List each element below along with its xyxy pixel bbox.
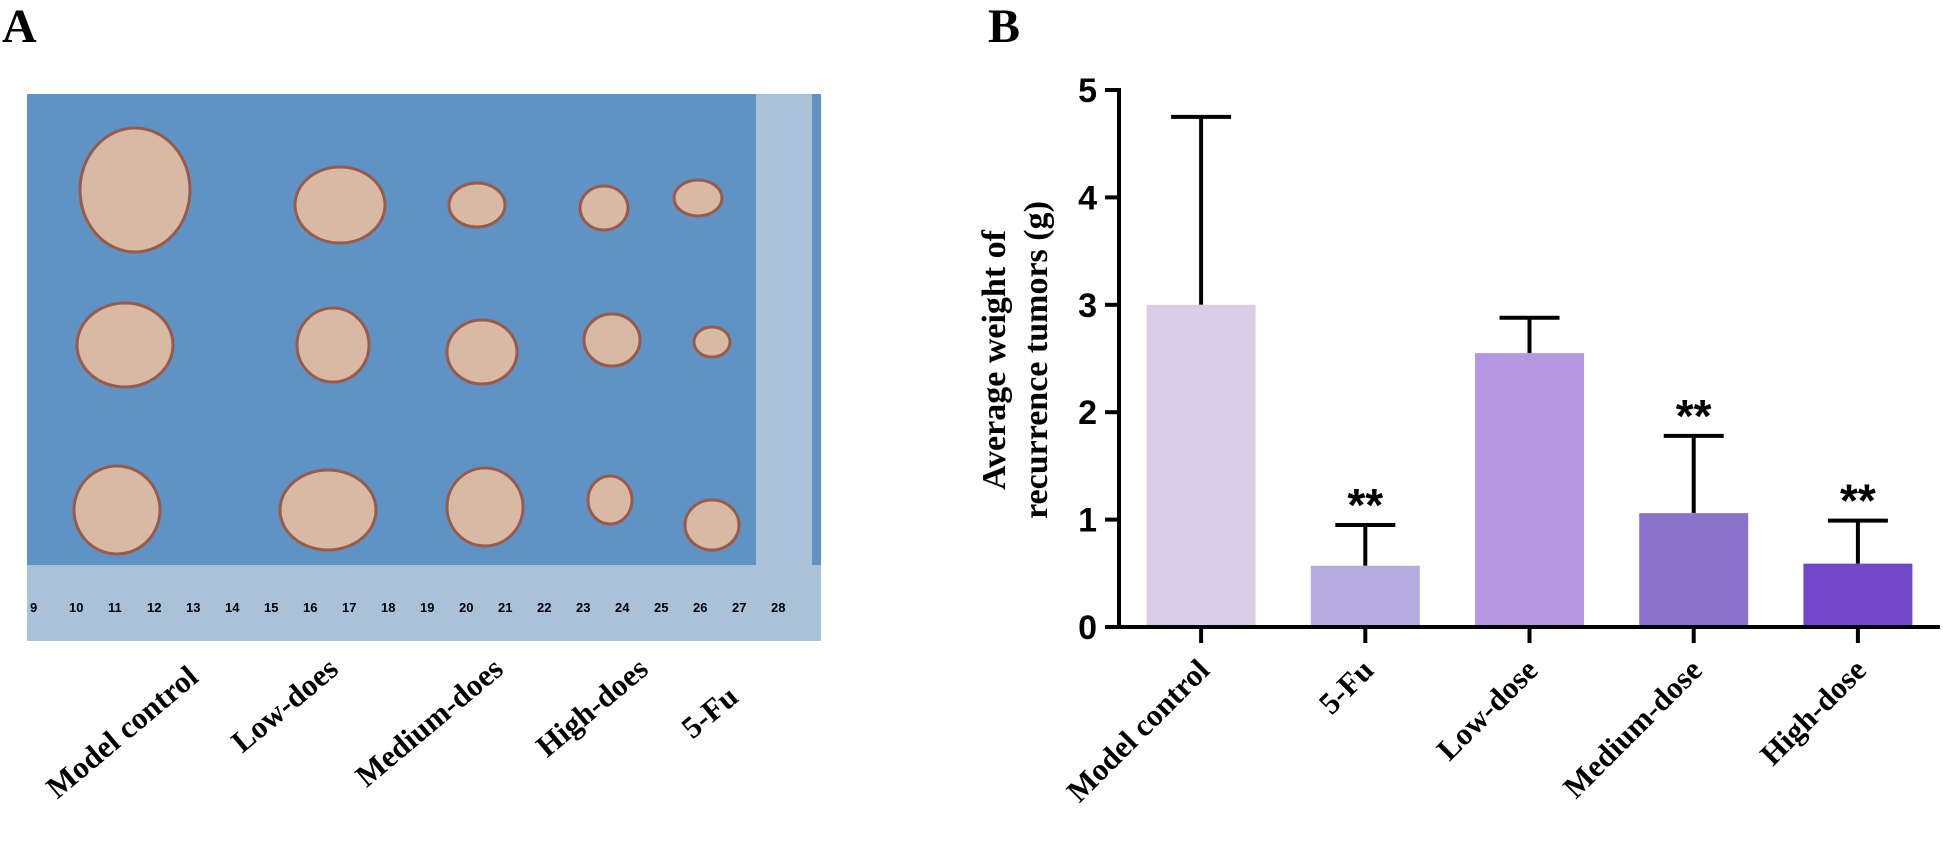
- group-label: Model control: [39, 658, 204, 805]
- ruler-label: 20: [459, 600, 473, 615]
- ruler-label: 9: [30, 600, 37, 615]
- ruler-label: 11: [108, 600, 122, 615]
- y-axis-label: recurrence tumors (g): [1018, 201, 1055, 519]
- ruler-label: 14: [225, 600, 240, 615]
- ruler-label: 17: [342, 600, 356, 615]
- bar: [1475, 353, 1584, 625]
- x-tick-label: Model control: [1060, 652, 1217, 809]
- bar: [1146, 304, 1256, 625]
- bar: [1639, 513, 1749, 625]
- ruler-label: 15: [264, 600, 278, 615]
- x-tick-label: Low-dose: [1430, 652, 1545, 767]
- significance-label: **: [1840, 475, 1876, 527]
- y-tick-label: 1: [1078, 502, 1097, 540]
- x-tick-label: Medium-dose: [1556, 652, 1709, 805]
- significance-label: **: [1676, 390, 1712, 442]
- bar: [1310, 565, 1420, 625]
- ruler-label: 16: [303, 600, 317, 615]
- ruler-label: 23: [576, 600, 590, 615]
- ruler-label: 13: [186, 600, 200, 615]
- ruler-label: 18: [381, 600, 395, 615]
- ruler-label: 12: [147, 600, 161, 615]
- x-tick-label: 5-Fu: [1312, 652, 1381, 721]
- y-tick-label: 5: [1078, 72, 1097, 110]
- panel-label: A: [2, 0, 37, 53]
- ruler-label: 10: [69, 600, 83, 615]
- ruler-label: 27: [732, 600, 746, 615]
- y-tick-label: 3: [1078, 287, 1097, 325]
- significance-label: **: [1347, 479, 1383, 531]
- ruler-label: 19: [420, 600, 434, 615]
- photo: [27, 94, 821, 641]
- x-tick-label: High-dose: [1753, 652, 1873, 772]
- panel-label: B: [988, 0, 1020, 53]
- y-axis-label: Average weight of: [976, 229, 1013, 490]
- y-tick-label: 2: [1078, 394, 1097, 432]
- group-label: High-does: [529, 651, 654, 764]
- ruler-label: 24: [615, 600, 630, 615]
- y-tick-label: 0: [1078, 609, 1097, 647]
- ruler-label: 21: [498, 600, 512, 615]
- ruler: [756, 94, 812, 569]
- ruler-label: 26: [693, 600, 707, 615]
- group-label: Medium-does: [348, 651, 509, 794]
- y-tick-label: 4: [1078, 179, 1097, 217]
- ruler-label: 25: [654, 600, 668, 615]
- ruler-label: 28: [771, 600, 785, 615]
- tumors: [72, 126, 741, 556]
- ruler-label: 22: [537, 600, 551, 615]
- ruler: [27, 565, 821, 641]
- group-label: 5-Fu: [675, 679, 745, 746]
- group-label: Low-does: [224, 651, 344, 760]
- bar: [1803, 563, 1913, 625]
